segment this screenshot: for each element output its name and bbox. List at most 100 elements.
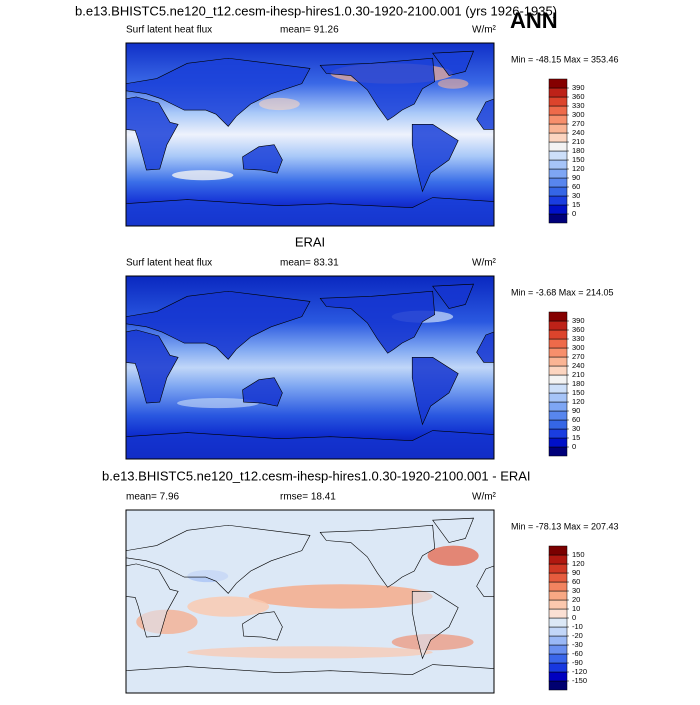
colorbar-label: 120 bbox=[572, 164, 585, 173]
map bbox=[126, 43, 494, 226]
map-content bbox=[126, 283, 494, 459]
colorbar-swatch bbox=[548, 150, 568, 161]
colorbar-label: 15 bbox=[572, 200, 580, 209]
field-patch bbox=[437, 78, 469, 89]
colorbar-swatch bbox=[548, 635, 568, 646]
season: ANN bbox=[510, 8, 558, 33]
colorbar-label: 0 bbox=[572, 209, 576, 218]
colorbar-label: 330 bbox=[572, 101, 585, 110]
left-label: mean= 7.96 bbox=[126, 492, 180, 503]
colorbar-label: 30 bbox=[572, 191, 580, 200]
colorbar-label: 15 bbox=[572, 433, 580, 442]
colorbar-label: 240 bbox=[572, 128, 585, 137]
colorbar-swatch bbox=[548, 338, 568, 349]
colorbar-label: 150 bbox=[572, 155, 585, 164]
colorbar-label: 390 bbox=[572, 316, 585, 325]
field-patch bbox=[172, 170, 234, 181]
colorbar-swatch bbox=[548, 168, 568, 179]
colorbar-swatch bbox=[548, 644, 568, 655]
colorbar-swatch bbox=[548, 572, 568, 583]
colorbar-label: 90 bbox=[572, 173, 580, 182]
colorbar-swatch bbox=[548, 671, 568, 682]
colorbar-swatch bbox=[548, 123, 568, 134]
colorbar-label: -60 bbox=[572, 649, 583, 658]
colorbar-label: 150 bbox=[572, 388, 585, 397]
figure-title: b.e13.BHISTC5.ne120_t12.cesm-ihesp-hires… bbox=[75, 3, 557, 18]
colorbar-label: 120 bbox=[572, 397, 585, 406]
colorbar-label: 360 bbox=[572, 325, 585, 334]
center-label: mean= 91.26 bbox=[280, 25, 339, 36]
colorbar-label: 240 bbox=[572, 361, 585, 370]
colorbar-label: 390 bbox=[572, 83, 585, 92]
colorbar-swatch bbox=[548, 105, 568, 116]
colorbar-label: -20 bbox=[572, 631, 583, 640]
colorbar-swatch bbox=[548, 581, 568, 592]
colorbar-swatch bbox=[548, 680, 568, 691]
left-label: Surf latent heat flux bbox=[126, 258, 212, 269]
colorbar-label: 30 bbox=[572, 424, 580, 433]
map bbox=[126, 510, 494, 693]
map-border bbox=[125, 509, 495, 694]
colorbar-swatch bbox=[548, 365, 568, 376]
colorbar-label: 60 bbox=[572, 577, 580, 586]
colorbar-swatch bbox=[548, 141, 568, 152]
panel: ERAI Surf latent heat flux mean= 83.31 W/m²… bbox=[125, 234, 614, 460]
units: W/m² bbox=[472, 25, 497, 36]
panel: b.e13.BHISTC5.ne120_t12.cesm-ihesp-hires… bbox=[102, 468, 619, 694]
colorbar-swatch bbox=[548, 177, 568, 188]
colorbar-swatch bbox=[548, 626, 568, 637]
colorbar-swatch bbox=[548, 554, 568, 565]
colorbar-label: 0 bbox=[572, 442, 576, 451]
colorbar-label: 210 bbox=[572, 137, 585, 146]
colorbar-swatch bbox=[548, 159, 568, 170]
field-patch bbox=[177, 398, 259, 409]
colorbar-label: 10 bbox=[572, 604, 580, 613]
colorbar-swatch bbox=[548, 78, 568, 89]
colorbar-label: 210 bbox=[572, 370, 585, 379]
colorbar-label: -30 bbox=[572, 640, 583, 649]
colorbar-swatch bbox=[548, 186, 568, 197]
colorbar-swatch bbox=[548, 590, 568, 601]
colorbar-swatch bbox=[548, 320, 568, 331]
colorbar-swatch bbox=[548, 96, 568, 107]
colorbar-label: -120 bbox=[572, 667, 587, 676]
colorbar-label: 20 bbox=[572, 595, 580, 604]
colorbar-swatch bbox=[548, 213, 568, 224]
panel: Surf latent heat flux mean= 91.26 W/m² Min … bbox=[125, 25, 619, 227]
colorbar-swatch bbox=[548, 383, 568, 394]
colorbar-swatch bbox=[548, 446, 568, 457]
colorbar-swatch bbox=[548, 392, 568, 403]
min-max: Min = -48.15 Max = 353.46 bbox=[511, 54, 619, 64]
field-patch bbox=[427, 545, 479, 566]
colorbar-swatch bbox=[548, 401, 568, 412]
colorbar-swatch bbox=[548, 195, 568, 206]
colorbar-swatch bbox=[548, 114, 568, 125]
colorbar-label: 180 bbox=[572, 379, 585, 388]
colorbar-label: 300 bbox=[572, 343, 585, 352]
colorbar-swatch bbox=[548, 204, 568, 215]
colorbar-swatch bbox=[548, 410, 568, 421]
center-label: mean= 83.31 bbox=[280, 258, 339, 269]
colorbar-label: 30 bbox=[572, 586, 580, 595]
colorbar-label: 330 bbox=[572, 334, 585, 343]
map-content bbox=[126, 517, 494, 693]
colorbar-label: 270 bbox=[572, 119, 585, 128]
colorbar-label: 180 bbox=[572, 146, 585, 155]
min-max: Min = -78.13 Max = 207.43 bbox=[511, 521, 619, 531]
colorbar-swatch bbox=[548, 617, 568, 628]
colorbar-swatch bbox=[548, 311, 568, 322]
units: W/m² bbox=[472, 492, 497, 503]
colorbar-label: 360 bbox=[572, 92, 585, 101]
units: W/m² bbox=[472, 258, 497, 269]
colorbar-swatch bbox=[548, 545, 568, 556]
map bbox=[126, 276, 494, 459]
colorbar-swatch bbox=[548, 329, 568, 340]
colorbar-swatch bbox=[548, 437, 568, 448]
colorbar-swatch bbox=[548, 563, 568, 574]
colorbar-swatch bbox=[548, 608, 568, 619]
colorbar-swatch bbox=[548, 356, 568, 367]
panels: Surf latent heat flux mean= 91.26 W/m² Min … bbox=[102, 25, 619, 694]
colorbar-swatch bbox=[548, 599, 568, 610]
colorbar-label: -10 bbox=[572, 622, 583, 631]
